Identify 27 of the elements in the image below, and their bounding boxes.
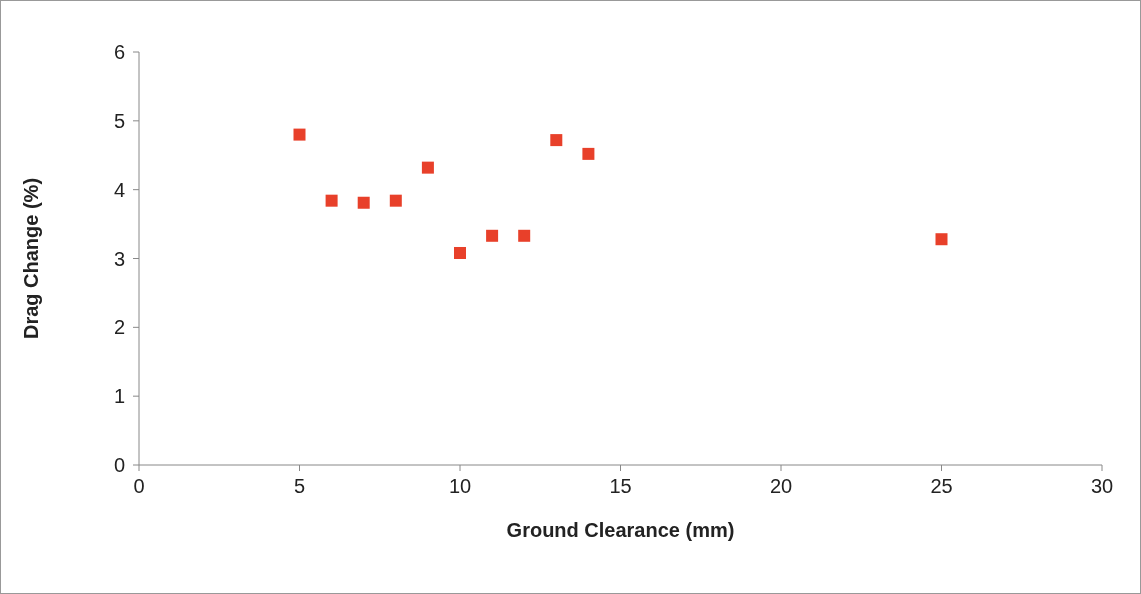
point — [935, 233, 948, 246]
point — [421, 161, 434, 174]
x-tick-label: 10 — [448, 475, 472, 498]
y-tick-label: 2 — [113, 316, 125, 339]
y-tick-label: 5 — [113, 109, 125, 132]
y-tick-label: 1 — [113, 385, 125, 408]
x-axis-title: Ground Clearance (mm) — [506, 519, 735, 542]
point — [389, 194, 402, 207]
point — [486, 229, 499, 242]
y-tick-label: 0 — [113, 454, 125, 477]
x-tick-label: 20 — [769, 475, 793, 498]
point — [582, 147, 595, 160]
point — [325, 194, 338, 207]
x-tick-label: 15 — [609, 475, 632, 498]
x-tick-label: 25 — [930, 475, 953, 498]
x-tick-label: 30 — [1090, 475, 1114, 498]
point — [454, 246, 466, 259]
y-tick-label: 6 — [113, 41, 125, 64]
x-tick-label: 5 — [293, 475, 306, 498]
x-tick-label: 0 — [133, 475, 145, 498]
y-tick-label: 4 — [113, 178, 125, 201]
point — [293, 128, 306, 141]
point — [518, 229, 531, 242]
point — [357, 196, 370, 209]
y-tick-label: 3 — [113, 247, 125, 270]
point — [550, 134, 563, 147]
y-axis-title: Drag Change (%) — [20, 177, 43, 340]
